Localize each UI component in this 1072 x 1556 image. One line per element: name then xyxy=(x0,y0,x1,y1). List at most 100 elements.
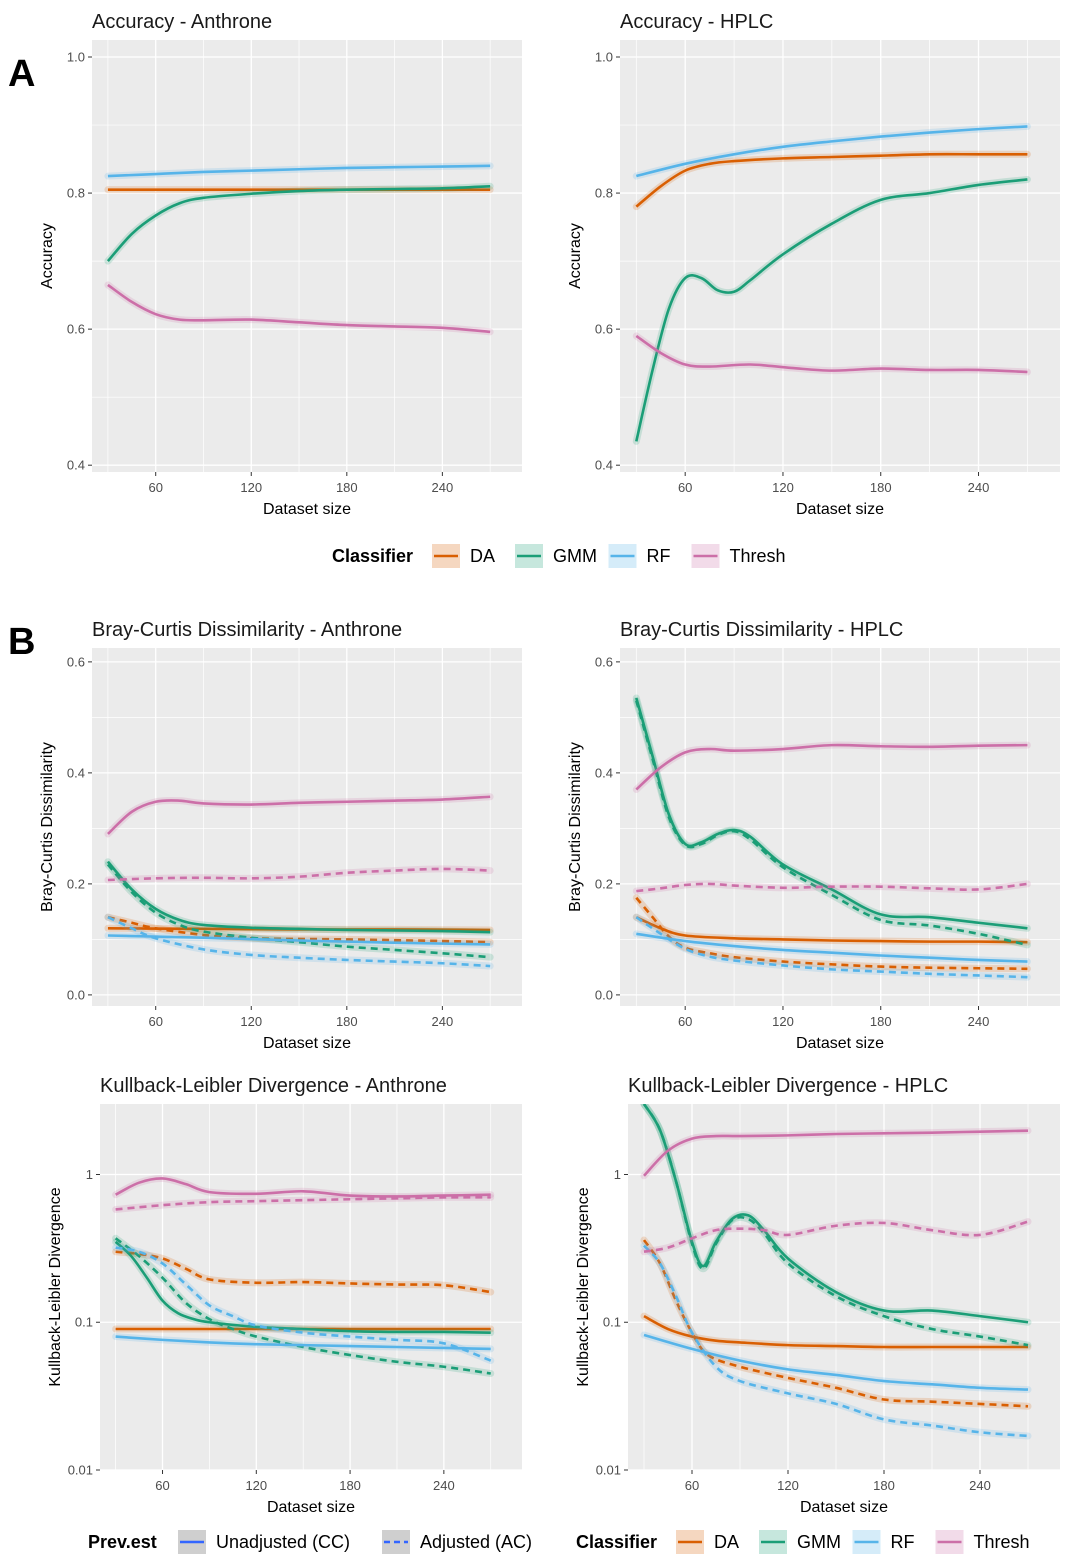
charts-group: Accuracy - Anthrone 0.4 0.6 0.8 1.0 60 120 180 2… xyxy=(39,11,1060,1516)
gridlines xyxy=(620,648,1060,1006)
prev-est-legend: Prev.est Unadjusted (CC) Adjusted (AC) xyxy=(88,1530,532,1554)
y-axis-label: Bray-Curtis Dissimilarity xyxy=(39,742,56,912)
series-line-da-dashed xyxy=(115,1250,491,1294)
x-tick-label: 60 xyxy=(148,480,162,495)
x-axis-label: Dataset size xyxy=(796,1035,884,1052)
legend-item-dashed: Adjusted (AC) xyxy=(382,1530,532,1554)
x-axis-label: Dataset size xyxy=(263,501,351,518)
series-line-thresh-dashed xyxy=(636,882,1028,893)
y-axis-label: Accuracy xyxy=(567,223,584,289)
chart-5: Kullback-Leibler Divergence - Anthrone 0.… xyxy=(47,1075,522,1516)
legend-item-rf: RF xyxy=(608,544,671,568)
x-tick-label: 180 xyxy=(336,480,358,495)
y-tick-label: 0.6 xyxy=(595,654,613,669)
legend-item-thresh: Thresh xyxy=(935,1530,1030,1554)
gridlines xyxy=(92,40,522,472)
series-line-rf-solid xyxy=(107,164,491,178)
y-tick-label: 0.01 xyxy=(596,1463,621,1478)
series-line-rf-dashed xyxy=(635,916,1028,979)
chart-title: Kullback-Leibler Divergence - Anthrone xyxy=(100,1075,447,1097)
legend-label: Adjusted (AC) xyxy=(420,1532,532,1552)
series-group xyxy=(112,1174,495,1377)
y-tick-label: 1 xyxy=(86,1167,93,1182)
legend-label: DA xyxy=(470,546,495,566)
series-line-gmm-solid xyxy=(635,178,1028,442)
legend-item-da: DA xyxy=(432,544,495,568)
x-tick-label: 120 xyxy=(772,1014,794,1029)
series-group xyxy=(640,1104,1032,1440)
legend-item-solid: Unadjusted (CC) xyxy=(178,1530,350,1554)
chart-title: Accuracy - HPLC xyxy=(620,11,773,33)
chart-1: Accuracy - Anthrone 0.4 0.6 0.8 1.0 60 120 180 2… xyxy=(39,11,522,518)
chart-title: Accuracy - Anthrone xyxy=(92,11,272,33)
y-tick-label: 0.6 xyxy=(67,322,85,337)
series-line-rf-dashed xyxy=(107,916,491,968)
series-line-gmm-dashed xyxy=(635,700,1028,947)
x-tick-label: 60 xyxy=(678,480,692,495)
plot-background xyxy=(92,648,522,1006)
series-line-thresh-solid xyxy=(107,283,491,334)
series-line-rf-solid xyxy=(636,932,1028,963)
x-tick-label: 120 xyxy=(772,480,794,495)
x-tick-label: 60 xyxy=(678,1014,692,1029)
x-tick-label: 240 xyxy=(968,480,990,495)
x-axis-label: Dataset size xyxy=(796,501,884,518)
x-tick-label: 180 xyxy=(870,480,892,495)
gridlines xyxy=(100,1104,522,1470)
panel-letter-b: B xyxy=(8,621,35,663)
series-line-thresh-solid xyxy=(107,795,491,835)
series-group xyxy=(632,694,1031,981)
y-tick-label: 0.6 xyxy=(67,654,85,669)
series-line-da-solid xyxy=(635,152,1028,208)
y-axis-label: Bray-Curtis Dissimilarity xyxy=(567,742,584,912)
series-line-rf-solid xyxy=(635,125,1028,178)
gridlines xyxy=(620,40,1060,472)
x-tick-label: 180 xyxy=(339,1478,361,1493)
x-tick-label: 240 xyxy=(968,1014,990,1029)
series-line-gmm-dashed xyxy=(106,863,491,959)
plot-background xyxy=(620,648,1060,1006)
y-tick-label: 0.0 xyxy=(67,987,85,1002)
chart-title: Kullback-Leibler Divergence - HPLC xyxy=(628,1075,948,1097)
chart-6: Kullback-Leibler Divergence - HPLC 0.01 0.… xyxy=(575,1075,1060,1516)
legend-label: Thresh xyxy=(974,1532,1030,1552)
series-group xyxy=(104,162,494,336)
x-tick-label: 240 xyxy=(432,480,454,495)
y-tick-label: 0.1 xyxy=(603,1315,621,1330)
series-line-thresh-solid xyxy=(115,1177,491,1198)
series-line-da-solid xyxy=(643,1314,1028,1349)
series-line-thresh-solid xyxy=(635,334,1028,374)
x-axis-label: Dataset size xyxy=(263,1035,351,1052)
y-tick-label: 0.1 xyxy=(75,1315,93,1330)
legend-title: Classifier xyxy=(576,1532,657,1552)
series-line-rf-solid xyxy=(115,1335,491,1351)
chart-2: Accuracy - HPLC 0.4 0.6 0.8 1.0 60 120 180 240 Da… xyxy=(567,11,1060,518)
classifier-legend-bottom: Classifier DA GMM RF Thresh xyxy=(576,1530,1030,1554)
x-axis-label: Dataset size xyxy=(267,1499,355,1516)
x-tick-label: 180 xyxy=(873,1478,895,1493)
series-line-gmm-solid xyxy=(106,860,491,934)
x-tick-label: 180 xyxy=(336,1014,358,1029)
x-tick-label: 60 xyxy=(155,1478,169,1493)
y-tick-label: 0.4 xyxy=(67,458,85,473)
chart-3: Bray-Curtis Dissimilarity - Anthrone 0.0 0… xyxy=(39,619,522,1052)
legend-item-da: DA xyxy=(676,1530,739,1554)
series-group xyxy=(104,793,494,970)
x-tick-label: 240 xyxy=(433,1478,455,1493)
y-axis-label: Accuracy xyxy=(39,223,56,289)
legend-label: DA xyxy=(714,1532,739,1552)
x-tick-label: 240 xyxy=(432,1014,454,1029)
x-tick-label: 120 xyxy=(240,480,262,495)
series-line-da-dashed xyxy=(107,915,491,944)
x-axis-label: Dataset size xyxy=(800,1499,888,1516)
gridlines xyxy=(628,1104,1060,1470)
plot-background xyxy=(92,40,522,472)
series-line-rf-dashed xyxy=(643,1244,1029,1438)
x-tick-label: 60 xyxy=(148,1014,162,1029)
y-axis-label: Kullback-Leibler Divergence xyxy=(575,1187,592,1386)
series-line-rf-solid xyxy=(107,934,491,946)
legend-label: GMM xyxy=(553,546,597,566)
series-line-gmm-dashed xyxy=(642,1104,1029,1347)
y-tick-label: 0.4 xyxy=(67,765,85,780)
